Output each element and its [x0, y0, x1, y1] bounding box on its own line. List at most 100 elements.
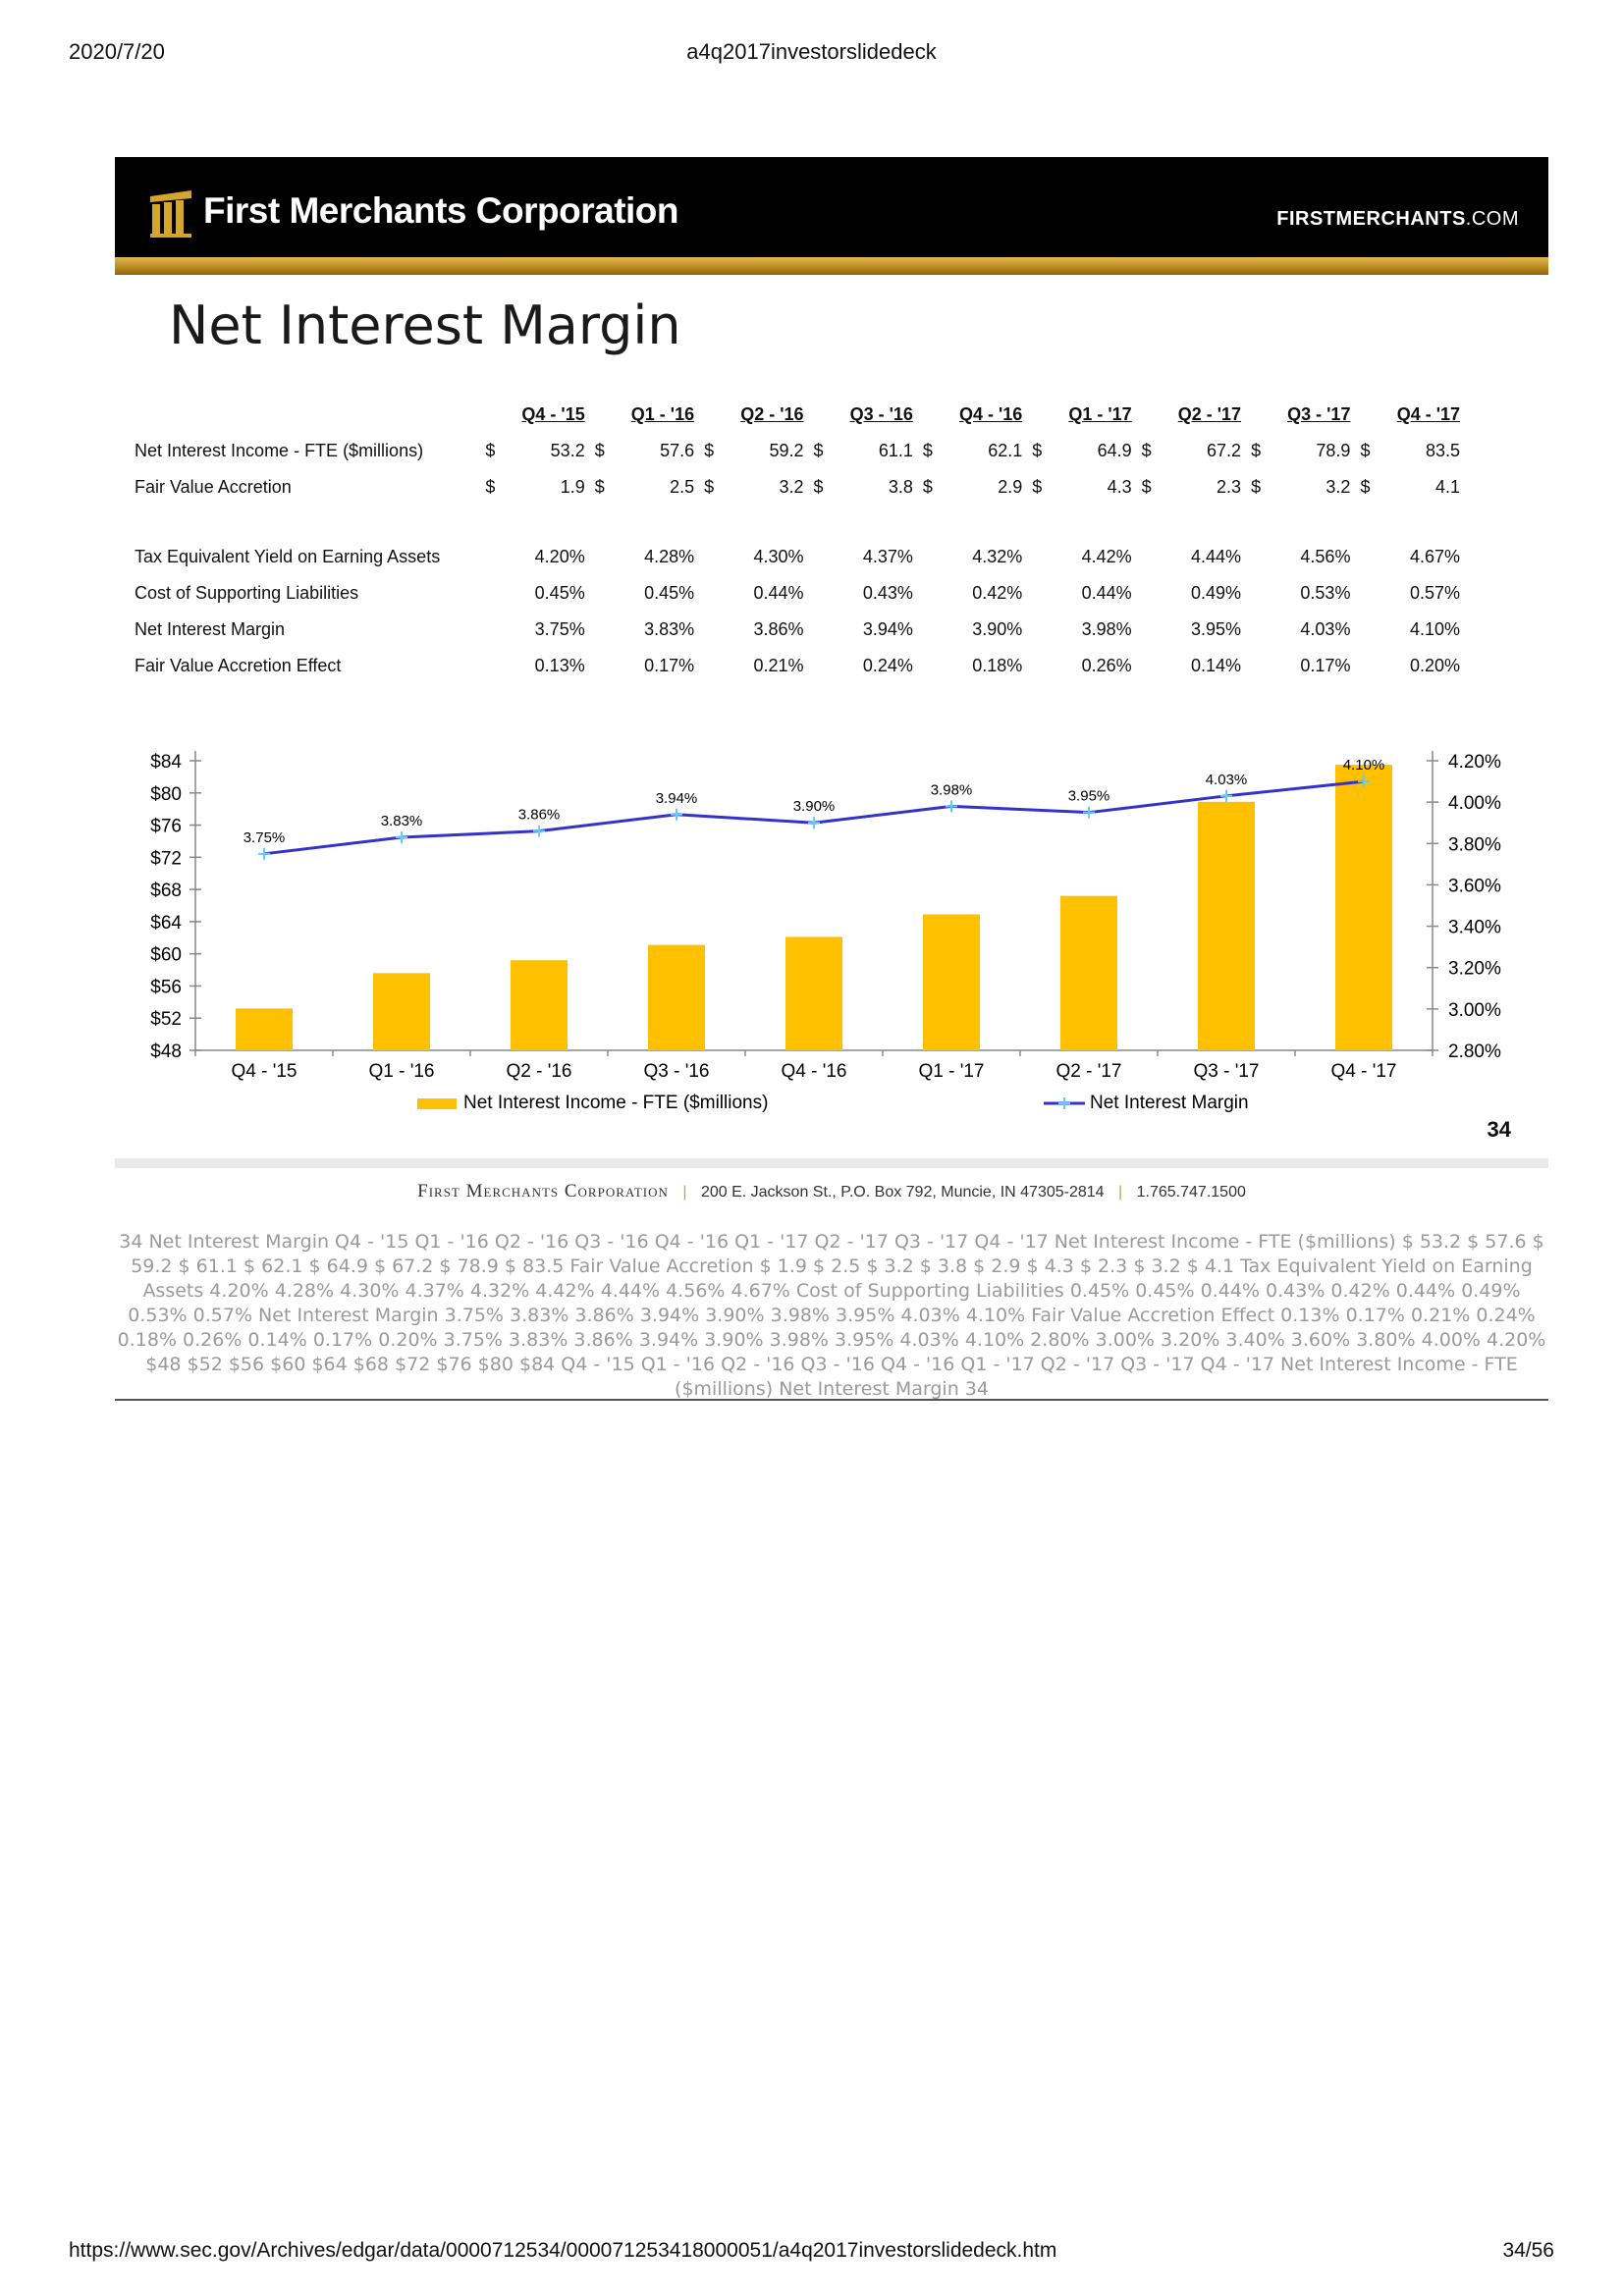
print-page: 34/56 [1502, 2239, 1554, 2262]
table-cell: 4.28% [644, 547, 695, 566]
table-cell: 0.24% [862, 656, 913, 675]
table-cell: 2.3 [1217, 477, 1242, 497]
table-cell: 57.6 [660, 441, 695, 460]
banner: First Merchants Corporation FIRSTMERCHAN… [115, 157, 1548, 261]
table-cell: 0.45% [534, 583, 585, 603]
data-label: 3.94% [656, 790, 698, 807]
website-suffix: .COM [1465, 208, 1519, 230]
x-tick-label: Q4 - '15 [232, 1061, 298, 1082]
nim-point [671, 808, 682, 821]
nim-point [533, 825, 545, 837]
dollar-sign: $ [485, 441, 496, 460]
table-cell: 0.43% [862, 583, 913, 603]
table-cell: 2.5 [670, 477, 695, 497]
table-cell: 3.90% [972, 619, 1023, 639]
header-blank [135, 404, 485, 433]
row-label: Cost of Supporting Liabilities [135, 583, 359, 603]
table-cell: 4.03% [1300, 619, 1351, 639]
table-cell: 53.2 [550, 441, 585, 460]
column-header: Q3 - '16 [849, 404, 913, 424]
bar [785, 936, 842, 1050]
bar [373, 973, 430, 1050]
table-cell: 83.5 [1425, 441, 1460, 460]
row-label: Net Interest Margin [135, 619, 286, 639]
table-cell: 3.86% [753, 619, 804, 639]
table-cell: 0.21% [753, 656, 804, 675]
column-header: Q2 - '16 [740, 404, 804, 424]
data-label: 3.98% [931, 781, 973, 798]
y-left-tick-label: $60 [150, 945, 182, 966]
legend-label: Net Interest Margin [1090, 1093, 1249, 1113]
dollar-sign: $ [1032, 477, 1043, 497]
row-label: Net Interest Income - FTE ($millions) [135, 441, 424, 460]
x-tick-label: Q4 - '17 [1331, 1061, 1397, 1082]
table-cell: 61.1 [878, 441, 913, 460]
table-cell: 3.75% [534, 619, 585, 639]
nim-point [808, 817, 820, 829]
column-header: Q4 - '15 [521, 404, 585, 424]
table-cell: 0.18% [972, 656, 1023, 675]
table-cell: 0.42% [972, 583, 1023, 603]
table-cell: 0.26% [1081, 656, 1132, 675]
website-label: FIRSTMERCHANTS.COM [1276, 208, 1519, 231]
table-cell: 0.17% [644, 656, 695, 675]
y-left-tick-label: $52 [150, 1009, 182, 1030]
table-cell: 2.9 [998, 477, 1023, 497]
footer-separator: | [1118, 1184, 1123, 1201]
slide-title: Net Interest Margin [169, 294, 681, 356]
x-tick-label: Q4 - '16 [782, 1061, 847, 1082]
table-cell: 78.9 [1316, 441, 1351, 460]
dollar-sign: $ [1251, 477, 1262, 497]
chart-svg: $48 $52 $56 $60 $64 $68 $72 $76 $80 $84 2.80% 3.00%… [150, 751, 1501, 1113]
table-cell: 4.30% [753, 547, 804, 566]
table-row: Net Interest Income - FTE ($millions) $53… [135, 433, 1470, 469]
table-row: Tax Equivalent Yield on Earning Assets 4.… [135, 539, 1470, 575]
footer-address: 200 E. Jackson St., P.O. Box 792, Muncie… [700, 1184, 1105, 1201]
x-tick-label: Q2 - '17 [1056, 1061, 1122, 1082]
financial-table: Q4 - '15 Q1 - '16 Q2 - '16 Q3 - '16 Q4 - '16… [135, 404, 1470, 684]
row-label: Tax Equivalent Yield on Earning Assets [135, 547, 441, 566]
y-left-tick-label: $68 [150, 881, 182, 901]
slide-base [115, 1158, 1548, 1168]
table-cell: 4.56% [1300, 547, 1351, 566]
data-label: 3.86% [518, 807, 561, 824]
y-left-tick-label: $80 [150, 784, 182, 805]
bar [923, 914, 980, 1050]
table-cell: 3.95% [1191, 619, 1242, 639]
x-tick-label: Q3 - '16 [644, 1061, 710, 1082]
table-cell: 4.3 [1107, 477, 1132, 497]
dollar-sign: $ [704, 441, 715, 460]
bar [648, 944, 705, 1050]
print-header: 2020/7/20 a4q2017investorslidedeck [69, 39, 1554, 69]
table-cell: 0.14% [1191, 656, 1242, 675]
column-header: Q4 - '17 [1396, 404, 1460, 424]
data-label: 3.83% [381, 813, 423, 829]
y-right-tick-label: 4.20% [1448, 752, 1501, 773]
table-row: Fair Value Accretion Effect 0.13% 0.17% 0.2… [135, 648, 1470, 684]
table-cell: 4.32% [972, 547, 1023, 566]
dollar-sign: $ [922, 477, 933, 497]
table-cell: 0.53% [1300, 583, 1351, 603]
data-label: 3.75% [243, 829, 286, 846]
extracted-text: 34 Net Interest Margin Q4 - '15 Q1 - '16… [117, 1231, 1546, 1400]
bar [511, 960, 568, 1050]
gold-divider [115, 257, 1548, 275]
table-cell: 4.37% [862, 547, 913, 566]
nim-chart: $48 $52 $56 $60 $64 $68 $72 $76 $80 $84 2.80% 3.00%… [115, 731, 1548, 1163]
table-cell: 62.1 [988, 441, 1023, 460]
table-cell: 3.2 [779, 477, 804, 497]
column-header: Q1 - '17 [1068, 404, 1132, 424]
column-header: Q2 - '17 [1177, 404, 1242, 424]
nim-point [1358, 775, 1370, 788]
table-cell: 67.2 [1207, 441, 1242, 460]
dollar-sign: $ [1032, 441, 1043, 460]
legend-line-marker [1058, 1097, 1070, 1109]
dollar-sign: $ [1141, 441, 1152, 460]
table-cell: 4.10% [1409, 619, 1460, 639]
x-tick-label: Q1 - '17 [919, 1061, 985, 1082]
y-right-tick-label: 3.80% [1448, 834, 1501, 855]
dollar-sign: $ [704, 477, 715, 497]
table-cell: 0.20% [1409, 656, 1460, 675]
nim-point [1083, 806, 1095, 819]
footer-separator: | [682, 1184, 687, 1201]
